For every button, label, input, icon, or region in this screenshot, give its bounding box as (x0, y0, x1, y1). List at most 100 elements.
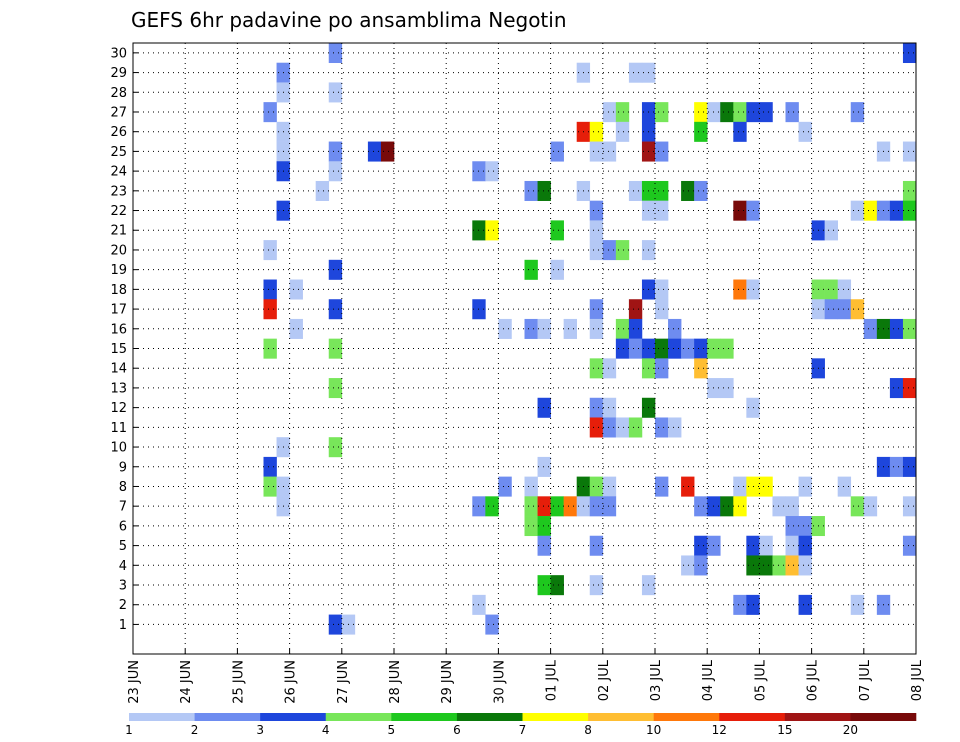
precip-cell (902, 456, 917, 477)
precip-cell (328, 82, 343, 103)
precip-cell (328, 259, 343, 280)
precip-cell (328, 299, 343, 320)
precip-cell (367, 141, 382, 162)
precip-cell (733, 102, 747, 123)
precip-cell (263, 299, 277, 320)
precip-cell (694, 358, 708, 379)
precip-cell (655, 299, 669, 320)
precip-cell (263, 240, 277, 261)
precip-cell (589, 200, 604, 221)
precip-cell (328, 378, 343, 399)
precip-cell (850, 299, 865, 320)
precip-cell (602, 417, 617, 438)
precip-cell (263, 476, 277, 497)
precip-cell (902, 180, 917, 201)
precip-cell (602, 141, 617, 162)
precip-cell (824, 220, 838, 241)
precip-cell (824, 279, 838, 300)
precip-cell (328, 338, 343, 359)
y-tick-label: 22 (110, 204, 127, 219)
precip-cell (602, 358, 617, 379)
precip-cell (328, 614, 343, 635)
y-tick-label: 10 (110, 441, 127, 456)
precip-cell (889, 200, 904, 221)
precip-cell (589, 476, 604, 497)
precip-cell (589, 121, 604, 142)
precip-cell (785, 496, 799, 517)
legend-swatch (260, 713, 327, 721)
precip-cell (524, 496, 538, 517)
y-tick-label: 21 (110, 224, 127, 239)
y-tick-label: 12 (110, 401, 127, 416)
precip-cell (694, 496, 708, 517)
precip-cell (798, 476, 812, 497)
precip-cell (733, 121, 747, 142)
x-tick-label: 03 JUL (649, 659, 664, 701)
precip-cell (889, 378, 904, 399)
precip-cell (720, 338, 734, 359)
legend: 1 2 3 4 5 6 7 8 10 12 15 20 (125, 713, 917, 737)
precip-cell (850, 102, 865, 123)
precip-cell (863, 200, 878, 221)
precip-cell (485, 220, 499, 241)
x-tick-label: 26 JUN (284, 660, 299, 704)
x-tick-label: 28 JUN (388, 660, 403, 704)
precip-cell (655, 338, 669, 359)
x-tick-label: 27 JUN (336, 660, 351, 704)
precip-cell (328, 437, 343, 458)
precip-cell (537, 456, 551, 477)
legend-swatch (653, 713, 720, 721)
precip-cell (589, 575, 604, 596)
precip-cell (550, 220, 564, 241)
precip-cell (263, 102, 277, 123)
y-tick-label: 2 (119, 598, 127, 613)
precip-cell (863, 318, 878, 339)
x-tick-label: 30 JUN (492, 660, 507, 704)
x-tick-label: 06 JUL (806, 659, 821, 701)
y-tick-label: 5 (119, 539, 127, 554)
precip-cell (733, 496, 747, 517)
precip-cell (615, 338, 630, 359)
precip-cell (720, 102, 734, 123)
precip-cell (902, 535, 917, 556)
precip-cell (628, 417, 643, 438)
precip-cell (863, 496, 878, 517)
legend-label: 3 (256, 723, 264, 737)
precip-cell (655, 358, 669, 379)
precip-cell (902, 378, 917, 399)
precip-cell (615, 240, 630, 261)
precip-cell (589, 318, 604, 339)
precip-cell (328, 161, 343, 182)
y-tick-label: 20 (110, 243, 127, 258)
x-tick-label: 23 JUN (127, 660, 142, 704)
y-tick-label: 6 (119, 519, 127, 534)
x-tick-label: 08 JUL (910, 659, 925, 701)
precip-cell (485, 161, 499, 182)
precip-cell (681, 180, 695, 201)
x-tick-label: 05 JUL (753, 659, 768, 701)
precip-cell (902, 43, 917, 64)
precip-cell (759, 535, 773, 556)
precip-cell (263, 338, 277, 359)
precip-cell (485, 496, 499, 517)
legend-swatch (588, 713, 654, 721)
precip-cell (694, 180, 708, 201)
cells-layer (263, 43, 917, 635)
precip-cell (694, 555, 708, 576)
precip-cell (602, 476, 617, 497)
precip-cell (537, 575, 551, 596)
x-tick-label: 04 JUL (701, 659, 716, 701)
y-tick-label: 26 (110, 125, 127, 140)
precip-cell (550, 496, 564, 517)
precip-cell (589, 141, 604, 162)
chart-title: GEFS 6hr padavine po ansamblima Negotin (131, 8, 567, 32)
legend-swatch (129, 713, 195, 721)
y-tick-label: 18 (110, 283, 127, 298)
precip-cell (263, 456, 277, 477)
precip-cell (785, 535, 799, 556)
precip-cell (524, 476, 538, 497)
precip-cell (759, 555, 773, 576)
precip-cell (772, 496, 786, 517)
precip-cell (668, 338, 682, 359)
